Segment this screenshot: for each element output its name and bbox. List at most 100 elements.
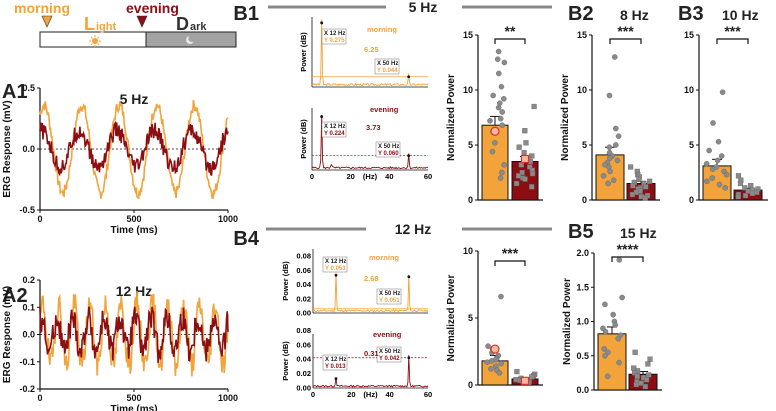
panel-label-b1: B1 bbox=[233, 3, 259, 25]
cursor-x-label: X 50 Hz bbox=[379, 349, 400, 355]
x-tick-label: 40 bbox=[385, 172, 393, 181]
x-tick-label: 1000 bbox=[218, 214, 238, 224]
data-point bbox=[601, 346, 607, 352]
data-point bbox=[722, 185, 729, 191]
x-tick-label: 20 bbox=[347, 390, 355, 399]
panel-label-b5: B5 bbox=[568, 221, 594, 243]
data-point bbox=[643, 184, 649, 190]
trace-morning bbox=[39, 99, 229, 200]
y-axis-label: Power (dB) bbox=[299, 32, 308, 72]
data-point bbox=[496, 370, 503, 376]
data-point bbox=[611, 54, 618, 60]
cursor-box bbox=[322, 354, 348, 371]
data-point bbox=[718, 153, 725, 159]
significance-bracket bbox=[494, 260, 526, 266]
y-tick-label: 0.04 bbox=[296, 280, 311, 289]
panel-label-b3: B3 bbox=[678, 3, 704, 25]
light-word: ight bbox=[96, 21, 116, 33]
cursor-y-label: Y 0.275 bbox=[324, 38, 345, 44]
data-point bbox=[634, 373, 640, 379]
data-point bbox=[613, 125, 619, 132]
y-axis-label: Normalized Power bbox=[562, 278, 573, 365]
y-tick-label: 5 bbox=[468, 313, 473, 323]
data-point bbox=[518, 162, 524, 168]
data-point bbox=[604, 373, 611, 380]
data-point bbox=[606, 92, 613, 99]
data-point bbox=[632, 349, 638, 355]
data-point bbox=[497, 175, 504, 181]
peak-marker bbox=[334, 273, 338, 277]
data-point bbox=[606, 144, 613, 150]
section-title-b4: 12 Hz bbox=[395, 221, 432, 237]
data-point bbox=[499, 169, 505, 176]
cursor-x-label: X 12 Hz bbox=[324, 31, 345, 37]
data-point bbox=[614, 157, 621, 164]
data-point bbox=[723, 171, 730, 178]
panel-label-b2: B2 bbox=[568, 3, 594, 25]
data-point bbox=[500, 96, 507, 102]
data-point bbox=[492, 139, 498, 146]
chart-title: 8 Hz bbox=[620, 7, 649, 23]
data-point bbox=[498, 360, 504, 367]
peak-marker bbox=[334, 377, 338, 381]
x-tick-label: 60 bbox=[424, 172, 432, 181]
y-tick-label: 2.0 bbox=[576, 248, 589, 258]
y-axis-label: Power (dB) bbox=[281, 261, 290, 301]
data-point bbox=[605, 180, 611, 187]
data-point bbox=[606, 155, 613, 161]
x-tick-label: 60 bbox=[424, 390, 432, 399]
significance-stars: **** bbox=[617, 241, 639, 257]
significance-stars: *** bbox=[617, 23, 634, 39]
data-point bbox=[519, 169, 525, 176]
condition-label: morning bbox=[367, 25, 397, 34]
data-point bbox=[529, 374, 535, 380]
data-point bbox=[742, 185, 748, 191]
data-point bbox=[644, 377, 650, 383]
cursor-box bbox=[374, 58, 400, 75]
cursor-x-label: X 12 Hz bbox=[324, 124, 345, 130]
section-title-b1: 5 Hz bbox=[409, 0, 438, 15]
y-tick-label: 10 bbox=[684, 85, 694, 95]
power-value: 2.68 bbox=[364, 274, 379, 283]
y-tick-label: 0 bbox=[468, 380, 473, 390]
data-point bbox=[642, 383, 648, 390]
y-tick-label: 0.0 bbox=[22, 330, 35, 340]
power-value: 3.73 bbox=[366, 123, 381, 132]
cursor-y-label: Y 0.224 bbox=[324, 131, 345, 137]
significance-bracket bbox=[611, 256, 644, 262]
y-tick-label: 0.2 bbox=[22, 275, 35, 285]
peak-marker bbox=[320, 21, 324, 25]
data-point bbox=[615, 133, 622, 139]
chart-title: 5 Hz bbox=[120, 91, 149, 107]
y-tick-label: -0.5 bbox=[19, 205, 35, 215]
spectrum-line bbox=[312, 355, 429, 388]
cursor-box bbox=[322, 256, 348, 273]
data-point bbox=[490, 92, 496, 99]
highlight-point bbox=[520, 376, 530, 385]
x-axis-label: Time (ms) bbox=[110, 225, 157, 236]
condition-label: morning bbox=[369, 253, 399, 262]
data-point bbox=[607, 168, 613, 175]
y-tick-label: 10 bbox=[463, 85, 473, 95]
power-value: 6.25 bbox=[364, 45, 379, 54]
data-point bbox=[600, 172, 607, 179]
y-tick-label: 0.0 bbox=[576, 385, 589, 395]
y-tick-label: 10 bbox=[463, 246, 473, 256]
data-point bbox=[523, 140, 529, 146]
data-point bbox=[602, 328, 609, 335]
data-point bbox=[513, 180, 520, 187]
y-tick-label: 5 bbox=[689, 140, 694, 150]
data-point bbox=[628, 164, 634, 170]
data-point bbox=[497, 115, 504, 122]
peak-marker bbox=[407, 75, 411, 79]
b4-bar-chart: 0 5 10 Normalized Power *** bbox=[446, 245, 543, 390]
significance-stars: ** bbox=[505, 23, 516, 39]
b1-bar-chart: 0 5 10 15 Normalized Power ** bbox=[446, 23, 543, 205]
data-point bbox=[610, 177, 617, 183]
data-point bbox=[484, 359, 490, 366]
data-point bbox=[514, 369, 520, 375]
data-point bbox=[632, 370, 638, 376]
data-point bbox=[499, 122, 506, 128]
evening-marker-icon bbox=[136, 15, 148, 28]
y-tick-label: 0.08 bbox=[296, 326, 311, 335]
